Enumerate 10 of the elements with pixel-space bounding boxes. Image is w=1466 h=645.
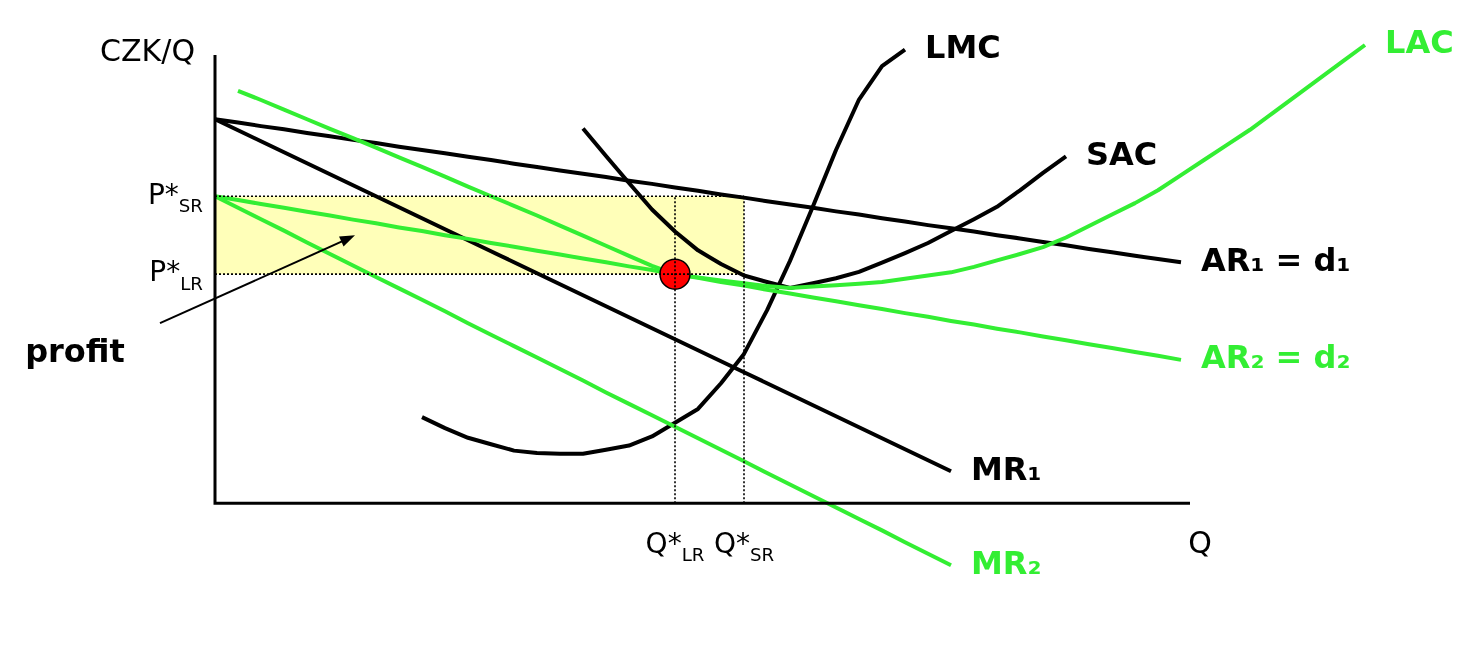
series-label: LAC [1385, 23, 1454, 62]
series-label: AR₁ = d₁ [1201, 240, 1351, 279]
series-label: SAC [1086, 134, 1158, 173]
x-axis-title: Q [1188, 525, 1212, 561]
series-label: MR₂ [971, 543, 1042, 582]
y-axis-title: CZK/Q [100, 32, 196, 68]
series-label: LMC [925, 27, 1001, 66]
series-label: AR₂ = d₂ [1201, 338, 1351, 377]
series-label: MR₁ [971, 449, 1042, 488]
text: profit [25, 331, 125, 370]
